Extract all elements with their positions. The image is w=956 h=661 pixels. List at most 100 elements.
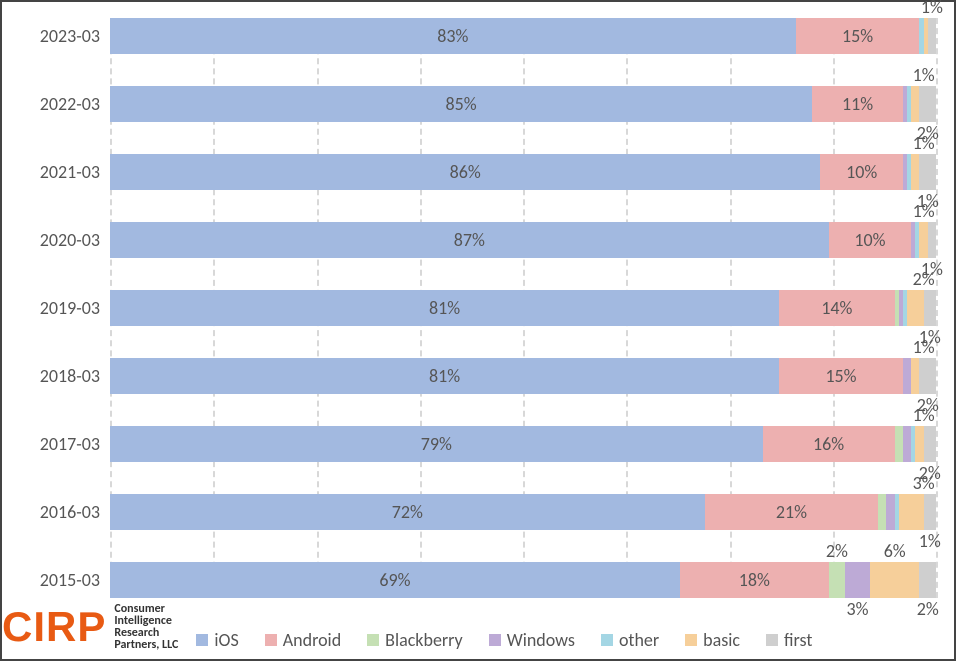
legend-item-other: other <box>601 629 659 651</box>
data-label: 3% <box>913 472 935 494</box>
bar-stack <box>110 86 936 122</box>
cirp-logo-acronym: CIRP <box>2 603 106 651</box>
bar-row: 2021-0386%10%1%1% <box>110 154 936 190</box>
bar-stack <box>110 18 936 54</box>
y-axis-label: 2016-03 <box>10 501 100 523</box>
data-label: 81% <box>429 365 460 387</box>
cirp-logo-text: Consumer Intelligence Research Partners,… <box>114 603 178 651</box>
y-axis-label: 2018-03 <box>10 365 100 387</box>
data-label: 10% <box>854 229 885 251</box>
stacked-bar-chart: 2023-0383%15%1%2022-0385%11%1%2%2021-038… <box>10 18 936 598</box>
bar-row: 2018-0381%15%1%2% <box>110 358 936 394</box>
bar-segment-first <box>928 18 936 54</box>
legend-item-blackberry: Blackberry <box>367 629 463 651</box>
y-axis-label: 2023-03 <box>10 25 100 47</box>
bar-segment-first <box>919 358 936 394</box>
bar-segment-basic <box>907 290 924 326</box>
bar-row: 2022-0385%11%1%2% <box>110 86 936 122</box>
data-label: 1% <box>913 336 935 358</box>
y-axis-label: 2019-03 <box>10 297 100 319</box>
data-label: 85% <box>445 93 476 115</box>
legend-label: first <box>784 629 812 651</box>
bar-row: 2020-0387%10%1%1% <box>110 222 936 258</box>
bar-segment-blackberry <box>878 494 886 530</box>
bar-segment-windows <box>903 426 911 462</box>
bar-segment-basic <box>919 222 927 258</box>
legend-item-windows: Windows <box>489 629 575 651</box>
data-label: 1% <box>913 64 935 86</box>
legend-swatch <box>685 634 697 646</box>
bar-segment-basic <box>870 562 920 598</box>
y-axis-label: 2021-03 <box>10 161 100 183</box>
chart-legend: CIRP Consumer Intelligence Research Part… <box>2 603 954 651</box>
legend-label: Blackberry <box>385 629 463 651</box>
legend-swatch <box>196 634 208 646</box>
data-label: 1% <box>919 530 941 552</box>
plot-area: 2023-0383%15%1%2022-0385%11%1%2%2021-038… <box>110 18 936 598</box>
bar-rows: 2023-0383%15%1%2022-0385%11%1%2%2021-038… <box>110 18 936 598</box>
bar-stack <box>110 494 936 530</box>
data-label: 2% <box>826 540 848 562</box>
bar-row: 2017-0379%16%1%2% <box>110 426 936 462</box>
bar-segment-windows <box>886 494 894 530</box>
bar-segment-first <box>924 494 936 530</box>
bar-row: 2023-0383%15%1% <box>110 18 936 54</box>
bar-row: 2019-0381%14%2%1% <box>110 290 936 326</box>
data-label: 14% <box>821 297 852 319</box>
legend-label: other <box>619 629 659 651</box>
bar-stack <box>110 290 936 326</box>
y-axis-label: 2017-03 <box>10 433 100 455</box>
data-label: 10% <box>846 161 877 183</box>
bar-segment-first <box>924 290 936 326</box>
data-label: 79% <box>421 433 452 455</box>
bar-segment-blackberry <box>895 426 903 462</box>
data-label: 11% <box>842 93 873 115</box>
data-label: 1% <box>913 404 935 426</box>
legend-label: Android <box>283 629 341 651</box>
legend-label: Windows <box>507 629 575 651</box>
data-label: 83% <box>437 25 468 47</box>
legend-swatch <box>601 634 613 646</box>
data-label: 2% <box>913 268 935 290</box>
legend-swatch <box>766 634 778 646</box>
legend-item-first: first <box>766 629 812 651</box>
y-axis-label: 2015-03 <box>10 569 100 591</box>
data-label: 15% <box>825 365 856 387</box>
bar-segment-basic <box>911 86 919 122</box>
bar-stack <box>110 562 936 598</box>
legend-item-basic: basic <box>685 629 740 651</box>
bar-segment-windows <box>845 562 870 598</box>
data-label: 6% <box>884 540 906 562</box>
bar-segment-first <box>919 86 936 122</box>
gridline <box>936 18 938 598</box>
bar-segment-windows <box>903 358 911 394</box>
data-label: 1% <box>913 200 935 222</box>
legend-swatch <box>367 634 379 646</box>
legend-swatch <box>489 634 501 646</box>
bar-segment-first <box>919 562 936 598</box>
y-axis-label: 2020-03 <box>10 229 100 251</box>
bar-segment-first <box>919 154 936 190</box>
data-label: 87% <box>454 229 485 251</box>
data-label: 16% <box>813 433 844 455</box>
bar-segment-basic <box>915 426 923 462</box>
bar-stack <box>110 154 936 190</box>
bar-segment-basic <box>899 494 924 530</box>
legend-item-android: Android <box>265 629 341 651</box>
data-label: 86% <box>450 161 481 183</box>
data-label: 72% <box>392 501 423 523</box>
bar-segment-first <box>928 222 936 258</box>
legend-swatch <box>265 634 277 646</box>
data-label: 1% <box>913 132 935 154</box>
bar-stack <box>110 222 936 258</box>
data-label: 69% <box>379 569 410 591</box>
data-label: 21% <box>776 501 807 523</box>
data-label: 81% <box>429 297 460 319</box>
data-label: 18% <box>739 569 770 591</box>
bar-segment-basic <box>911 154 919 190</box>
legend-label: basic <box>703 629 740 651</box>
bar-segment-first <box>924 426 936 462</box>
legend-items: iOS Android Blackberry Windows other basic fir… <box>196 629 812 651</box>
legend-item-ios: iOS <box>196 629 238 651</box>
cirp-logo: CIRP Consumer Intelligence Research Part… <box>2 603 178 651</box>
